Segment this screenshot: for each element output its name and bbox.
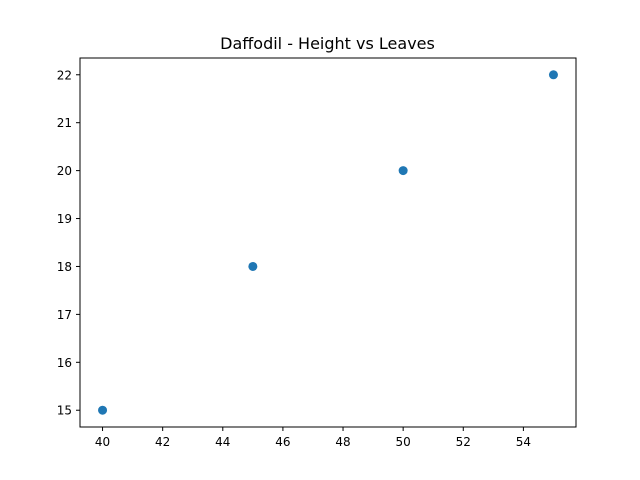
chart-title: Daffodil - Height vs Leaves <box>220 34 435 53</box>
x-axis-ticks: 40 42 44 46 48 50 52 54 <box>95 427 531 449</box>
x-tick-label: 44 <box>215 435 230 449</box>
x-tick-label: 48 <box>335 435 350 449</box>
scatter-point <box>248 261 258 271</box>
x-tick-label: 42 <box>155 435 170 449</box>
x-tick-label: 52 <box>456 435 471 449</box>
x-tick-label: 40 <box>95 435 110 449</box>
y-tick-label: 19 <box>57 212 72 226</box>
y-tick-label: 16 <box>57 356 72 370</box>
scatter-point <box>98 405 108 415</box>
x-tick-label: 46 <box>275 435 290 449</box>
plot-area-frame <box>79 57 577 428</box>
scatter-point <box>398 166 408 176</box>
y-tick-label: 18 <box>57 260 72 274</box>
scatter-point <box>548 70 558 80</box>
y-tick-label: 22 <box>57 68 72 82</box>
y-tick-label: 17 <box>57 308 72 322</box>
x-tick-label: 54 <box>516 435 531 449</box>
y-axis-ticks: 15 16 17 18 19 20 21 22 <box>57 68 80 418</box>
y-tick-label: 15 <box>57 404 72 418</box>
points-layer <box>98 70 558 415</box>
x-tick-label: 50 <box>396 435 411 449</box>
y-tick-label: 20 <box>57 164 72 178</box>
y-tick-label: 21 <box>57 116 72 130</box>
